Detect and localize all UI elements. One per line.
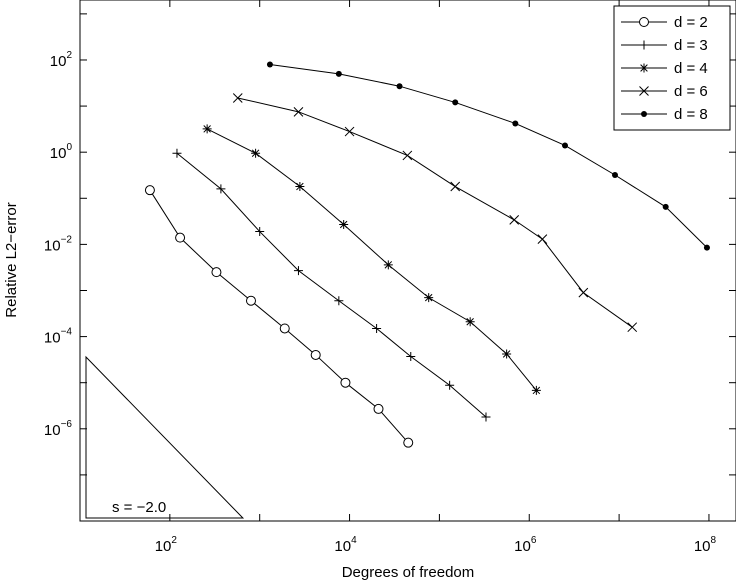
legend-marker [639, 86, 649, 96]
data-point [537, 234, 548, 244]
legend-marker [641, 111, 647, 117]
series-d-8 [266, 61, 710, 251]
data-point [202, 124, 212, 134]
data-point [465, 317, 475, 327]
legend-item: d = 8 [621, 106, 708, 123]
data-point [502, 349, 512, 359]
x-tick-label: 104 [334, 535, 357, 555]
data-point [255, 227, 265, 237]
legend: d = 2 d = 3 d = 4 d = 6 d = 8 [613, 5, 731, 131]
y-tick-label: 10−6 [44, 419, 73, 439]
data-point [293, 266, 303, 276]
y-tick-label: 10−4 [44, 327, 73, 347]
legend-marker [639, 63, 649, 73]
slope-triangle: s = −2.0 [85, 355, 245, 519]
legend-label: d = 3 [674, 37, 708, 54]
data-point [562, 142, 569, 149]
data-point [531, 385, 541, 395]
series-d-2 [144, 185, 414, 448]
series-d-3 [172, 148, 491, 422]
data-point [402, 150, 413, 161]
data-point [481, 412, 491, 422]
data-point [211, 267, 222, 278]
data-point [216, 184, 226, 194]
legend-label: d = 2 [674, 14, 708, 31]
y-tick-label: 100 [50, 142, 73, 162]
data-point [396, 83, 403, 90]
series-d-4 [202, 124, 541, 395]
data-point [279, 323, 290, 334]
axis-ticks: 102 104 106 108 102 100 10−2 10−4 10−6 [44, 0, 736, 555]
data-point [662, 203, 669, 210]
data-point [578, 287, 589, 298]
data-point [340, 377, 351, 388]
data-point [452, 99, 459, 106]
series-d-6 [232, 93, 638, 333]
data-point [372, 323, 382, 333]
y-tick-label: 10−2 [44, 234, 73, 254]
x-tick-label: 102 [155, 535, 178, 555]
legend-label: d = 6 [674, 83, 708, 100]
data-point [266, 61, 273, 68]
series-layer [144, 61, 710, 448]
y-axis-title: Relative L2−error [3, 202, 20, 317]
data-point [295, 182, 305, 192]
legend-item: d = 2 [621, 14, 708, 31]
y-tick-label: 102 [50, 50, 73, 70]
data-point [144, 185, 155, 196]
data-point [703, 244, 710, 251]
data-point [339, 220, 349, 230]
legend-item: d = 3 [621, 37, 708, 54]
data-point [450, 181, 461, 192]
data-point [232, 93, 243, 103]
data-point [383, 260, 393, 270]
x-axis-title: Degrees of freedom [342, 564, 475, 581]
data-point [509, 215, 520, 225]
legend-marker [639, 40, 649, 50]
data-point [373, 403, 384, 414]
data-point [310, 349, 321, 360]
data-point [335, 70, 342, 77]
data-point [293, 106, 304, 117]
data-point [406, 351, 416, 361]
data-point [251, 148, 261, 158]
data-point [175, 232, 186, 243]
data-point [611, 171, 618, 178]
data-point [403, 437, 414, 448]
x-tick-label: 108 [694, 535, 717, 555]
legend-label: d = 8 [674, 106, 708, 123]
data-point [344, 126, 355, 137]
data-point [245, 295, 256, 306]
x-tick-label: 106 [514, 535, 537, 555]
data-point [512, 120, 519, 127]
data-point [172, 148, 182, 158]
data-point [627, 322, 638, 333]
legend-marker [639, 17, 649, 27]
legend-item: d = 6 [621, 83, 708, 100]
legend-item: d = 4 [621, 60, 708, 77]
legend-label: d = 4 [674, 60, 708, 77]
data-point [334, 296, 344, 306]
slope-label: s = −2.0 [112, 499, 166, 516]
data-point [424, 293, 434, 303]
data-point [445, 380, 455, 390]
